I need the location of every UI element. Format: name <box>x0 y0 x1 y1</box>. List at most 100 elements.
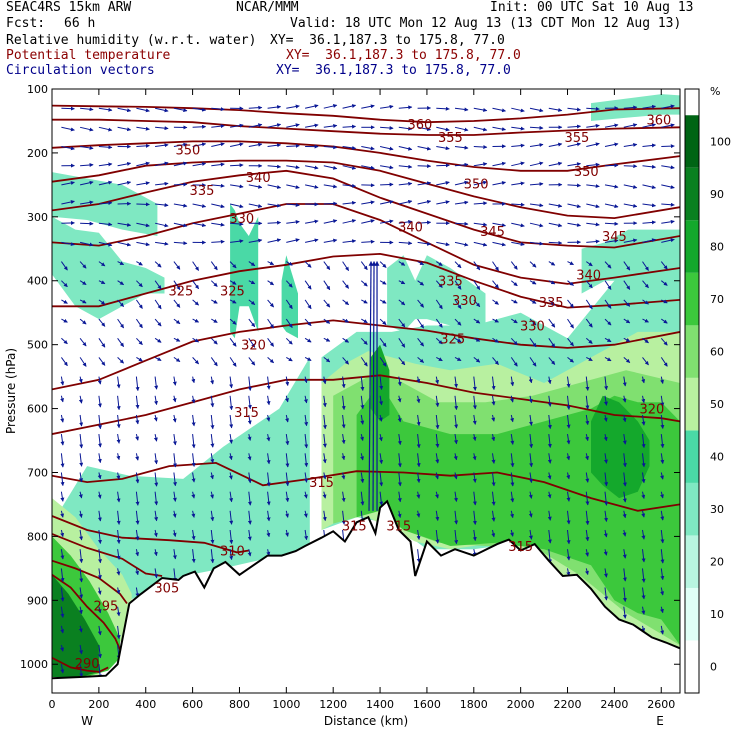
circulation-vector <box>661 144 675 149</box>
circulation-vector <box>342 145 357 150</box>
x-tick-label: 800 <box>229 698 250 711</box>
circulation-vector <box>585 549 590 557</box>
circulation-vector <box>210 414 215 430</box>
isentrope-label: 325 <box>168 284 193 299</box>
circulation-vector <box>491 510 496 522</box>
circulation-vector <box>247 472 252 484</box>
isentrope-line <box>52 159 680 220</box>
circulation-vector <box>435 491 439 499</box>
y-tick-label: 400 <box>27 275 48 288</box>
circulation-vector <box>323 184 338 189</box>
circulation-vector <box>285 395 289 403</box>
circulation-vector <box>117 241 132 247</box>
isentrope-line <box>52 656 109 673</box>
circulation-vector <box>304 238 319 243</box>
circulation-vector <box>548 280 556 285</box>
circulation-vector <box>398 280 406 285</box>
circulation-vector <box>192 357 199 365</box>
circulation-vector <box>641 414 646 426</box>
circulation-vector <box>435 318 443 328</box>
isentrope-line <box>52 169 680 249</box>
circulation-vector <box>304 261 312 268</box>
circulation-vector <box>173 337 181 342</box>
circulation-vector <box>398 299 406 306</box>
circulation-vector <box>547 434 552 448</box>
circulation-vector <box>586 356 593 362</box>
circulation-vector <box>266 472 271 487</box>
circulation-vector <box>98 162 113 167</box>
circulation-vector <box>154 161 169 167</box>
circulation-vector <box>360 376 365 391</box>
circulation-vector <box>98 645 102 659</box>
circulation-vector <box>285 491 290 503</box>
circulation-vector <box>435 472 439 480</box>
circulation-vector <box>454 126 469 132</box>
circulation-vector <box>229 414 234 429</box>
circulation-vector <box>397 434 402 446</box>
circulation-vector <box>60 606 65 618</box>
y-tick-label: 600 <box>27 403 48 416</box>
circulation-vector <box>622 395 627 403</box>
circulation-vector <box>453 472 458 480</box>
circulation-vector <box>98 299 106 305</box>
circulation-vector <box>380 126 394 131</box>
circulation-vector <box>135 453 140 461</box>
circulation-vector <box>604 280 612 290</box>
isentrope-label: 325 <box>440 332 465 347</box>
circulation-vector <box>548 203 563 208</box>
init-time: Init: 00 UTC Sat 10 Aug 13 <box>490 0 694 15</box>
circulation-vector <box>567 162 581 167</box>
circulation-vector <box>397 453 402 468</box>
circulation-vector <box>98 145 113 150</box>
circulation-vector <box>211 318 218 323</box>
circulation-vector <box>660 587 665 596</box>
circulation-vector <box>98 280 106 285</box>
circulation-vector <box>135 318 143 329</box>
circulation-vector <box>97 510 102 522</box>
circulation-vector <box>285 280 293 288</box>
circulation-vector <box>398 126 413 131</box>
circulation-vector <box>79 414 84 427</box>
circulation-vector <box>453 491 458 502</box>
circulation-vector <box>585 318 593 328</box>
circulation-vector <box>79 280 87 286</box>
circulation-vector <box>547 472 552 480</box>
circulation-vector <box>454 414 459 429</box>
circulation-vector <box>510 453 515 468</box>
circulation-vector <box>604 356 612 362</box>
circulation-vector <box>79 241 94 247</box>
circulation-vector <box>323 145 338 150</box>
circulation-vector <box>173 280 181 291</box>
forecast-label: Fcst: <box>6 16 46 31</box>
circulation-vector <box>491 414 496 422</box>
colorbar-swatch <box>685 587 699 641</box>
circulation-vector <box>435 529 440 544</box>
circulation-vector <box>492 126 506 132</box>
circulation-vector <box>304 414 309 427</box>
circulation-vector <box>304 337 312 343</box>
circulation-vector <box>154 376 159 390</box>
circulation-vector <box>136 356 143 362</box>
colorbar-tick-label: 0 <box>710 661 717 674</box>
circulation-vector <box>529 318 537 326</box>
colorbar-tick-label: 60 <box>710 346 724 359</box>
circulation-vector <box>210 510 215 522</box>
circulation-vector <box>661 165 675 170</box>
circulation-vector <box>248 261 256 267</box>
circulation-vector <box>267 318 275 329</box>
circulation-vector <box>435 337 443 345</box>
circulation-vector <box>247 453 252 461</box>
circulation-vector <box>454 261 462 269</box>
circulation-vector <box>660 625 665 635</box>
circulation-vector <box>361 318 368 324</box>
circulation-vector <box>192 107 207 112</box>
circulation-vector <box>230 239 244 244</box>
circulation-vector <box>511 222 525 228</box>
circulation-vector <box>117 299 124 307</box>
colorbar-tick-label: 80 <box>710 241 724 254</box>
circulation-vector <box>379 491 384 506</box>
circulation-vector <box>642 164 656 169</box>
circulation-vector <box>79 587 84 599</box>
circulation-vector <box>491 395 496 406</box>
circulation-vector <box>286 261 293 266</box>
